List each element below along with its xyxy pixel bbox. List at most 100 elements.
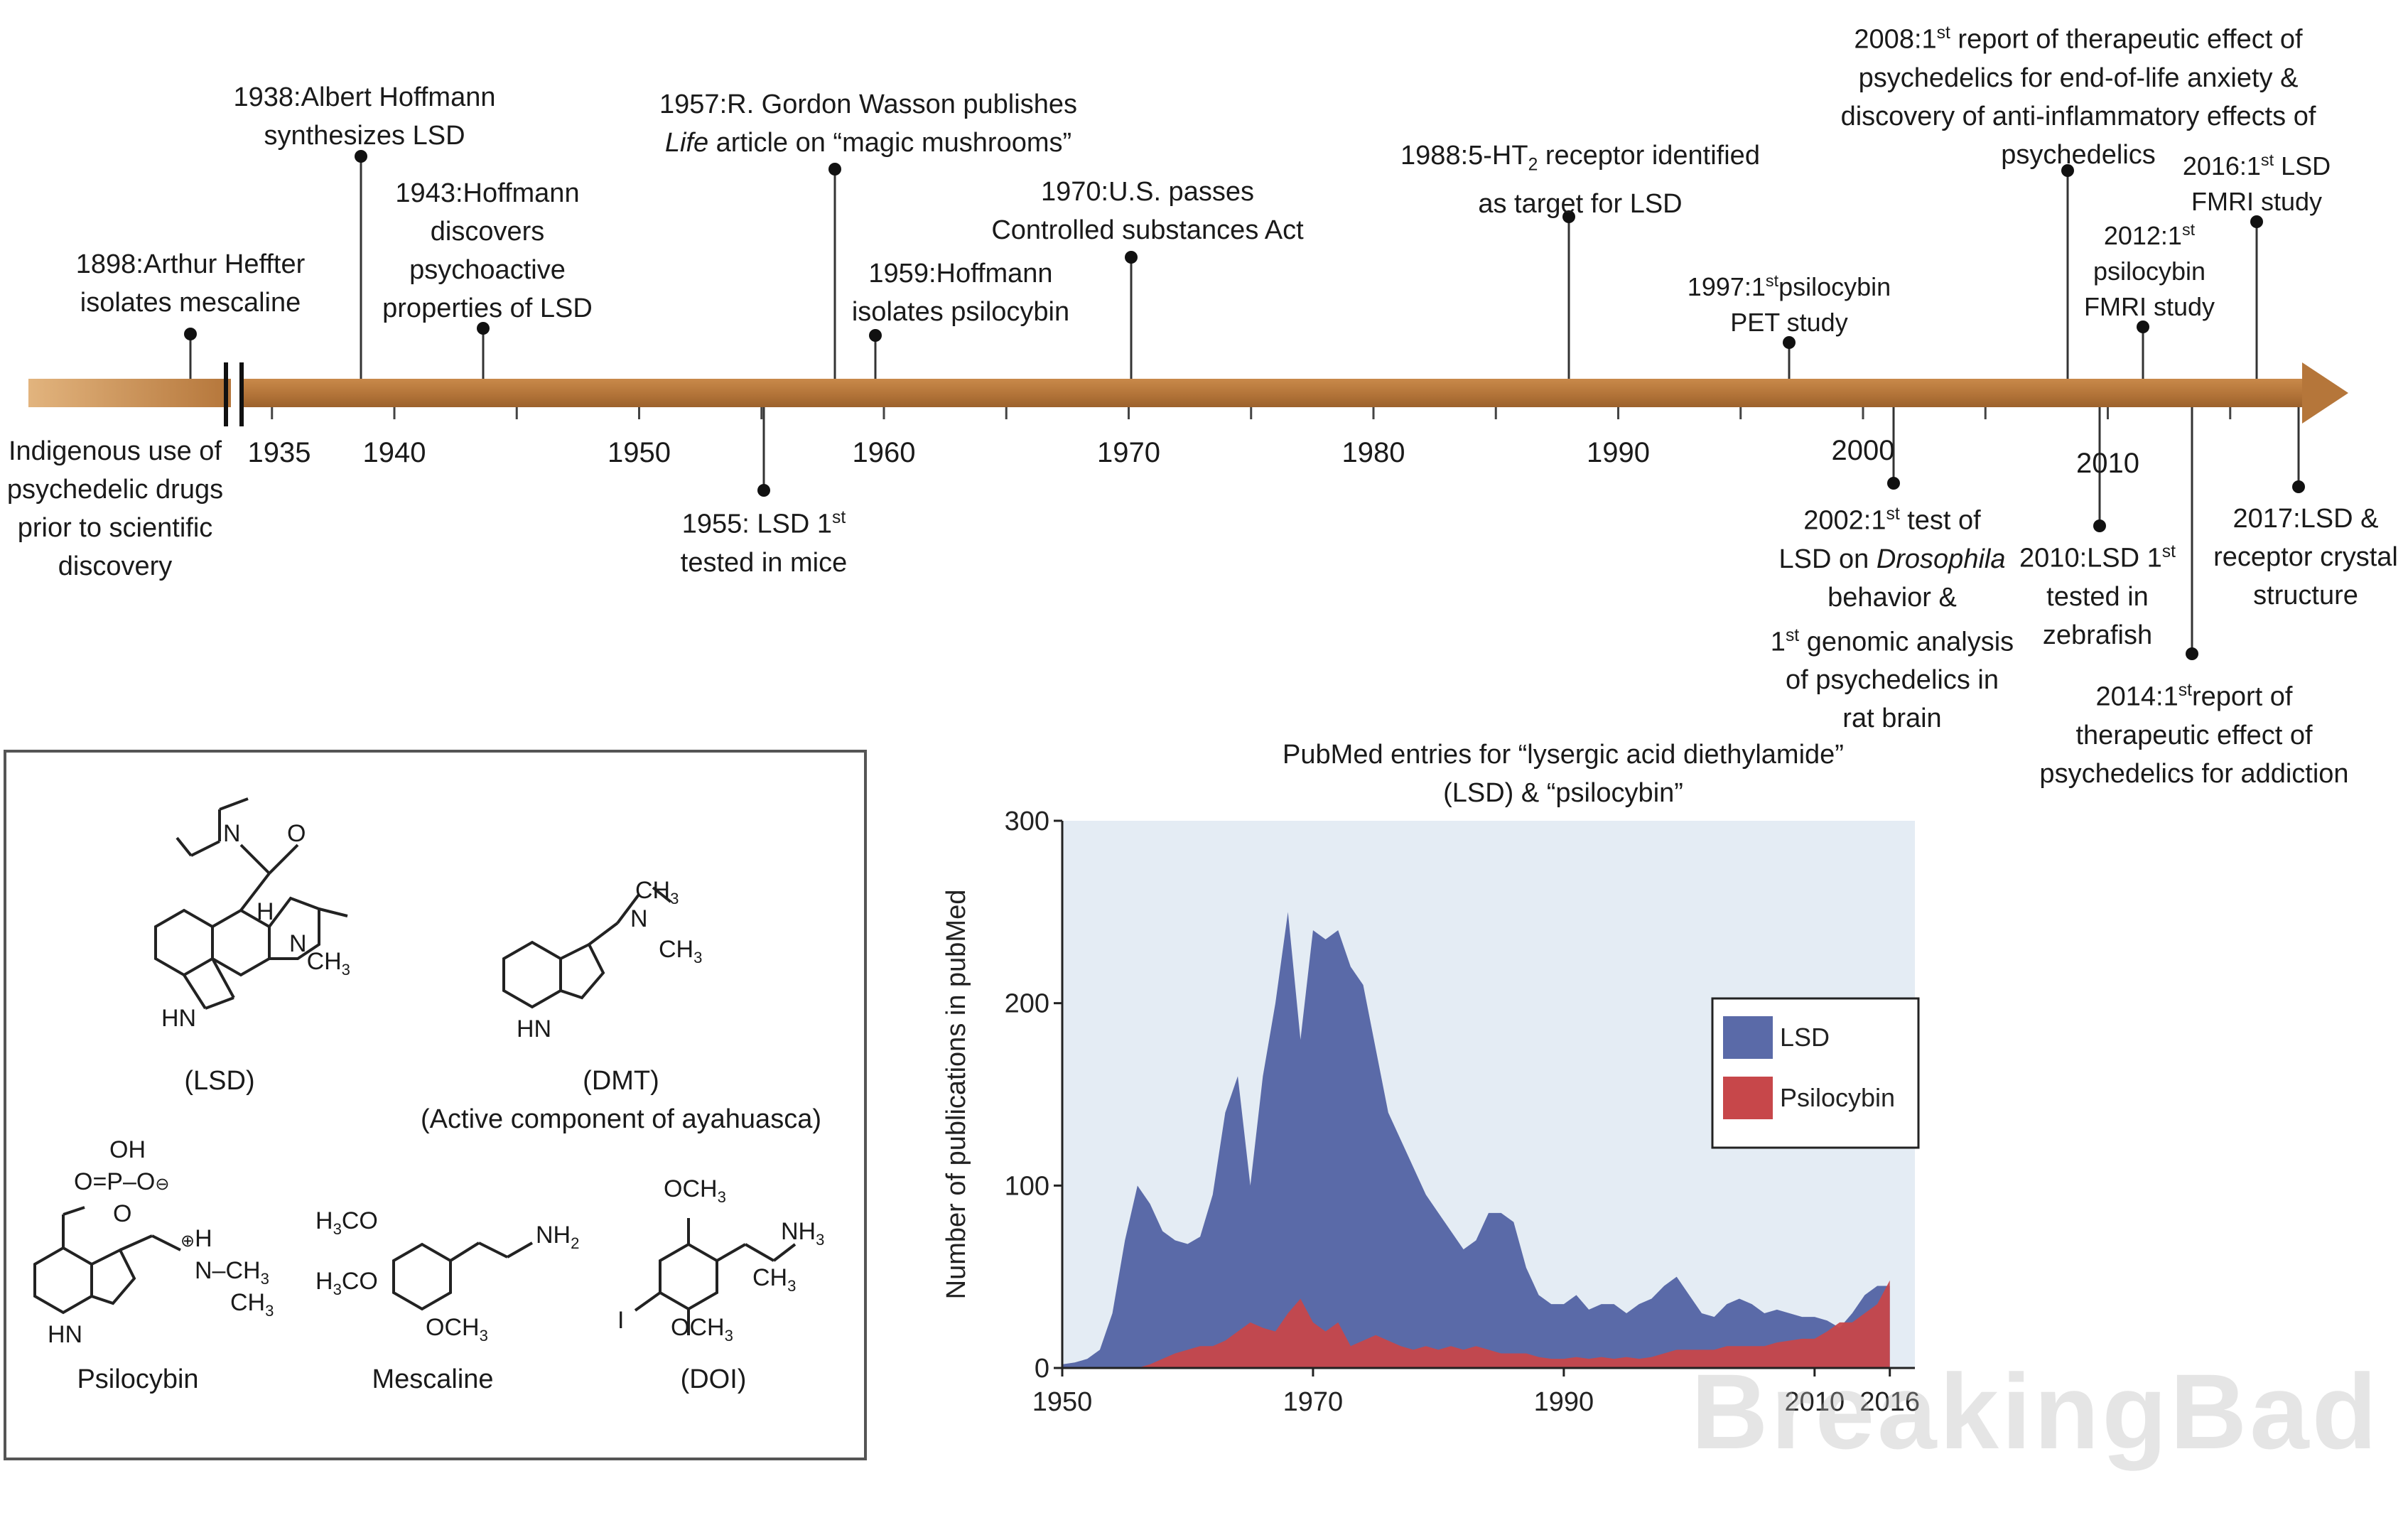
timeline-arrowhead	[2302, 362, 2348, 424]
event-1938: 1938:Albert Hoffmann synthesizes LSD	[233, 82, 496, 151]
y-axis-label: Number of publications in pubMed	[941, 890, 971, 1300]
timeline-arrow-stub	[28, 379, 231, 407]
lsd-atom-nch3: NCH3	[289, 930, 350, 979]
doi-structure	[634, 1218, 797, 1335]
chart-areas	[1062, 912, 1890, 1368]
lsd-label: (LSD)	[184, 1066, 255, 1096]
mesc-atom-nh2: NH2	[536, 1222, 580, 1252]
watermark: BreakingBad	[1691, 1352, 2380, 1471]
psilo-atom-ch3: CH3	[230, 1289, 274, 1320]
dmt-atom-ch3-top: CH3	[635, 877, 679, 907]
doi-atom-och3-top: OCH3	[664, 1175, 726, 1206]
y-tick-label: 300	[1005, 807, 1049, 836]
timeline-year-label: 1960	[852, 437, 916, 468]
event-marker	[757, 484, 770, 497]
timeline-arrow-body	[242, 379, 2306, 407]
timeline-year-label: 1980	[1341, 437, 1405, 468]
timeline-event-stems	[184, 150, 2305, 660]
mesc-atom-h3co-1: H3CO	[315, 1207, 378, 1238]
psilocybin-label: Psilocybin	[77, 1364, 199, 1394]
x-tick-label: 1950	[1032, 1387, 1093, 1417]
lsd-atom-o: O	[287, 820, 306, 847]
psilo-atom-ppo: O=P–O⊖	[74, 1168, 170, 1195]
lsd-atom-h: H	[257, 898, 274, 925]
timeline-year-label: 2000	[1831, 435, 1895, 466]
timeline-year-label: 1940	[362, 437, 426, 468]
event-2016: 2016:1st LSD FMRI study	[2182, 151, 2331, 216]
event-1943: 1943:Hoffmann discovers psychoactive pro…	[382, 178, 593, 323]
x-tick-label: 1970	[1283, 1387, 1344, 1417]
timeline-ticks	[271, 407, 2232, 419]
pubmed-area-chart: 0 100 200 300 1950 1970 1990 2010 2016 Number of…	[941, 807, 1920, 1417]
timeline	[28, 150, 2348, 660]
lsd-structure	[154, 797, 348, 1010]
lsd-atom-n: N	[223, 820, 241, 847]
event-marker	[1887, 477, 1900, 490]
timeline-year-label: 2010	[2076, 448, 2139, 479]
dmt-atom-hn: HN	[517, 1015, 552, 1043]
event-marker	[2186, 647, 2198, 660]
y-tick-label: 100	[1005, 1171, 1049, 1201]
life-magazine-title: Life	[664, 128, 709, 158]
event-marker	[184, 328, 197, 340]
area-lsd	[1062, 912, 1890, 1368]
event-1955: 1955: LSD 1st tested in mice	[680, 508, 848, 578]
event-marker	[1562, 210, 1575, 223]
psilocybin-structure	[33, 1206, 181, 1315]
event-2014: 2014:1streport of therapeutic effect of …	[2039, 681, 2349, 789]
mescaline-label: Mescaline	[372, 1364, 494, 1394]
event-marker	[1783, 336, 1796, 349]
x-tick-label: 1990	[1534, 1387, 1594, 1417]
lsd-atom-hn: HN	[161, 1005, 197, 1032]
psilo-atom-h: ⊕H	[180, 1225, 212, 1252]
event-1959: 1959:Hoffmann isolates psilocybin	[851, 259, 1070, 327]
psilo-atom-n: N–CH3	[195, 1257, 269, 1288]
event-marker	[2093, 519, 2106, 532]
event-marker	[2292, 480, 2305, 493]
timeline-year-label: 1950	[608, 437, 671, 468]
timeline-year-label: 1990	[1587, 437, 1650, 468]
chart-title: PubMed entries for “lysergic acid diethy…	[1283, 740, 1844, 808]
event-2012: 2012:1st psilocybin FMRI study	[2083, 220, 2215, 321]
chart-legend: LSD Psilocybin	[1711, 997, 1920, 1149]
x-tick-label: 2010	[1785, 1387, 1845, 1417]
event-2008: 2008:1st report of therapeutic effect of…	[1840, 23, 2316, 170]
mesc-atom-och3: OCH3	[426, 1314, 488, 1345]
doi-label: (DOI)	[680, 1364, 747, 1394]
legend-label-psilocybin: Psilocybin	[1780, 1083, 1895, 1112]
doi-atom-nh3: NH3	[781, 1218, 825, 1249]
event-2017: 2017:LSD & receptor crystal structure	[2213, 504, 2398, 610]
event-2010: 2010:LSD 1st tested in zebrafish	[2019, 542, 2176, 650]
event-marker	[828, 163, 841, 176]
doi-atom-i: I	[617, 1307, 625, 1334]
y-tick-label: 200	[1005, 989, 1049, 1019]
mescaline-structure	[392, 1241, 533, 1311]
event-1898: 1898:Arthur Heffter isolates mescaline	[75, 249, 306, 318]
event-1970: 1970:U.S. passes Controlled substances A…	[991, 177, 1304, 245]
event-marker	[2137, 320, 2149, 333]
dmt-atom-n: N	[630, 905, 648, 932]
dmt-structure	[502, 886, 672, 1009]
legend-swatch-psilocybin	[1723, 1077, 1773, 1119]
event-1957: 1957:R. Gordon Wasson publishes Life art…	[659, 90, 1077, 158]
event-1997: 1997:1stpsilocybin PET study	[1687, 271, 1891, 337]
molecule-structures-panel: O N H NCH3 HN CH3 N CH3 HN OH O=P–O⊖ O ⊕…	[4, 750, 867, 1460]
event-marker	[869, 329, 882, 342]
indigenous-use-label: Indigenous use of psychedelic drugs prio…	[6, 436, 224, 581]
legend-label-lsd: LSD	[1780, 1023, 1830, 1052]
psilo-atom-hn: HN	[48, 1321, 83, 1348]
mesc-atom-h3co-2: H3CO	[315, 1268, 378, 1298]
legend-swatch-lsd	[1723, 1016, 1773, 1059]
molecule-structures-drawing	[33, 797, 797, 1335]
doi-atom-och3-bottom: OCH3	[671, 1314, 733, 1345]
event-marker	[355, 150, 367, 163]
y-tick-label: 0	[1035, 1354, 1049, 1384]
timeline-year-label: 1935	[247, 437, 311, 468]
event-marker	[477, 322, 490, 335]
event-1988: 1988:5-HT2 receptor identified as target…	[1400, 141, 1760, 219]
chart-axes: 0 100 200 300 1950 1970 1990 2010 2016	[1005, 807, 1920, 1417]
psilo-atom-o: O	[113, 1200, 132, 1227]
dmt-label: (DMT) (Active component of ayahuasca)	[421, 1066, 821, 1134]
x-tick-label: 2016	[1859, 1387, 1920, 1417]
psilo-atom-oh: OH	[109, 1136, 146, 1163]
